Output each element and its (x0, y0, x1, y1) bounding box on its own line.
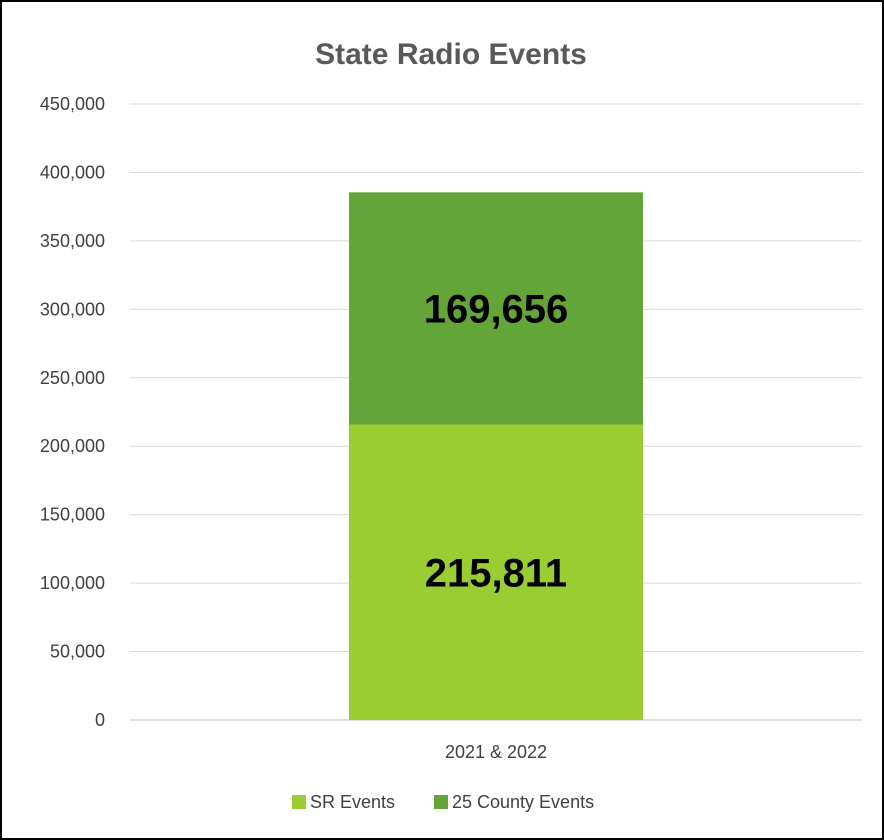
y-tick-label: 350,000 (40, 231, 105, 251)
legend-label: SR Events (310, 792, 395, 812)
data-label: 169,656 (424, 287, 569, 331)
data-label: 215,811 (425, 551, 567, 595)
y-tick-label: 50,000 (50, 642, 105, 662)
y-tick-label: 150,000 (40, 505, 105, 525)
y-tick-label: 0 (95, 710, 105, 730)
y-tick-label: 450,000 (40, 94, 105, 114)
legend-label: 25 County Events (452, 792, 594, 812)
bars (349, 192, 643, 720)
legend: SR Events 25 County Events (292, 792, 594, 812)
legend-swatch (292, 795, 306, 809)
y-tick-label: 400,000 (40, 162, 105, 182)
data-labels: 215,811 169,656 (424, 287, 569, 595)
bar-segment (349, 424, 643, 720)
y-tick-label: 250,000 (40, 368, 105, 388)
bar-segment (349, 192, 643, 425)
x-axis-categories: 2021 & 2022 (445, 742, 547, 762)
y-tick-label: 300,000 (40, 299, 105, 319)
legend-swatch (434, 795, 448, 809)
y-tick-label: 200,000 (40, 436, 105, 456)
y-axis-ticks: 0 50,000 100,000 150,000 200,000 250,000 300,0… (40, 94, 105, 730)
chart-title: State Radio Events (315, 38, 587, 71)
x-category-label: 2021 & 2022 (445, 742, 547, 762)
gridlines (130, 103, 862, 721)
y-tick-label: 100,000 (40, 573, 105, 593)
